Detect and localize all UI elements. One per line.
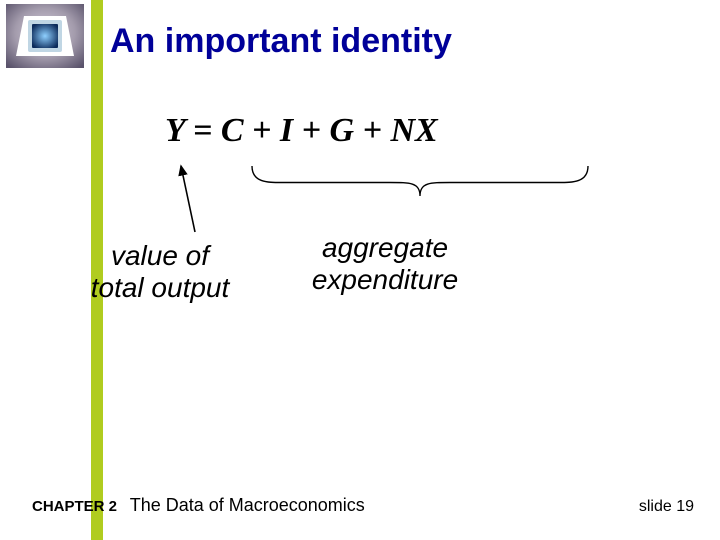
footer-chapter: CHAPTER 2 [32,498,117,515]
footer-left: CHAPTER 2 The Data of Macroeconomics [32,495,365,516]
label-line: value of [111,240,209,271]
label-aggregate-expenditure: aggregate expenditure [270,232,500,296]
footer-title: The Data of Macroeconomics [130,495,365,515]
label-line: total output [91,272,230,303]
label-total-output: value of total output [60,240,260,304]
label-line: expenditure [312,264,458,295]
slide-title: An important identity [110,22,452,61]
footer-slide-number: slide 19 [639,498,694,516]
identity-formula: Y = C + I + G + NX [165,112,438,150]
label-line: aggregate [322,232,448,263]
slide-logo-icon [6,4,84,68]
